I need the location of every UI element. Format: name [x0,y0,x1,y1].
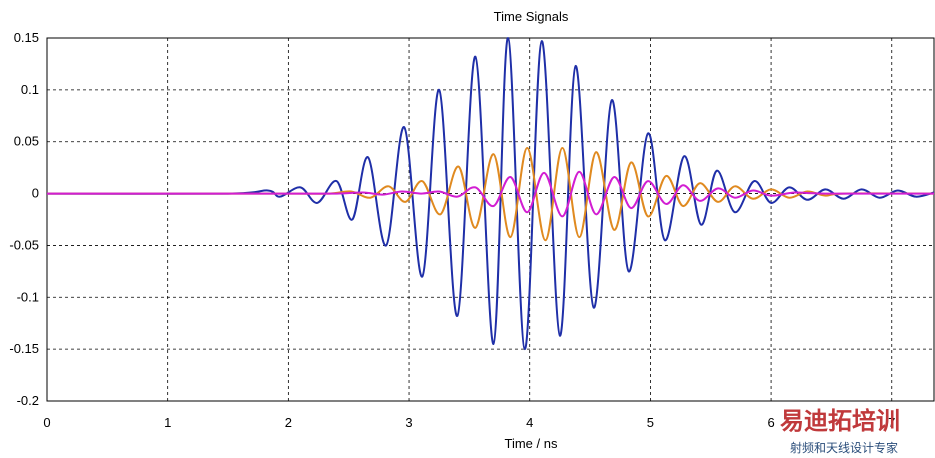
x-tick-label: 7 [888,415,895,430]
y-tick-label: -0.1 [17,289,39,304]
series-line-3 [47,170,935,218]
x-axis: 0 1 2 3 4 5 6 7 [43,415,895,430]
y-tick-label: 0.1 [21,82,39,97]
watermark-subtitle: 射频和天线设计专家 [790,440,898,455]
x-tick-label: 1 [164,415,171,430]
series-line-1 [46,36,935,351]
plot-frame [46,37,935,402]
x-tick-label: 0 [43,415,50,430]
x-tick-label: 4 [526,415,533,430]
y-axis: 0.15 0.1 0.05 0 -0.05 -0.1 -0.15 -0.2 [9,30,39,408]
x-axis-title: Time / ns [505,436,558,451]
x-tick-label: 6 [767,415,774,430]
series-layer [46,36,935,351]
y-tick-label: -0.2 [17,393,39,408]
x-tick-label: 3 [405,415,412,430]
watermark-logo-text: 易迪拓培训 [780,407,900,435]
series-line-2 [47,146,935,242]
y-tick-label: -0.05 [9,237,39,252]
x-tick-label: 5 [647,415,654,430]
y-tick-label: 0.15 [14,30,39,45]
watermark: 易迪拓培训 射频和天线设计专家 [780,407,900,455]
y-tick-label: 0 [32,186,39,201]
y-tick-label: -0.15 [9,341,39,356]
grid [47,38,934,401]
y-tick-label: 0.05 [14,134,39,149]
chart-title: Time Signals [494,9,569,24]
x-tick-label: 2 [285,415,292,430]
